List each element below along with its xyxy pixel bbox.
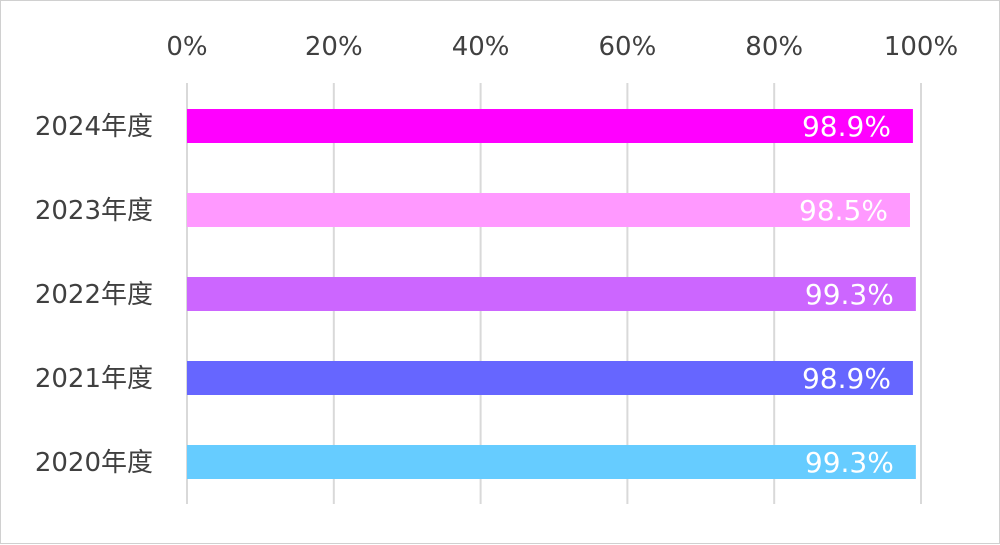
x-tick-label: 0% (166, 32, 207, 62)
data-label: 99.3% (805, 446, 894, 479)
data-labels: 98.9% 98.5% 99.3% 98.9% 99.3% (799, 110, 894, 479)
category-label: 2021年度 (35, 364, 153, 394)
category-label: 2023年度 (35, 196, 153, 226)
category-label: 2022年度 (35, 280, 153, 310)
category-labels: 2024年度 2023年度 2022年度 2021年度 2020年度 (35, 112, 153, 478)
data-label: 99.3% (805, 278, 894, 311)
data-label: 98.9% (802, 110, 891, 143)
bar (187, 361, 913, 395)
x-tick-label: 60% (599, 32, 657, 62)
bars (187, 109, 916, 479)
x-tick-label: 20% (305, 32, 363, 62)
x-axis-ticks: 0% 20% 40% 60% 80% 100% (166, 32, 958, 62)
category-label: 2020年度 (35, 448, 153, 478)
data-label: 98.9% (802, 362, 891, 395)
bar (187, 445, 916, 479)
bar (187, 109, 913, 143)
data-label: 98.5% (799, 194, 888, 227)
x-tick-label: 80% (745, 32, 803, 62)
x-tick-label: 40% (452, 32, 510, 62)
x-tick-label: 100% (884, 32, 958, 62)
bar (187, 277, 916, 311)
category-label: 2024年度 (35, 112, 153, 142)
bar (187, 193, 910, 227)
